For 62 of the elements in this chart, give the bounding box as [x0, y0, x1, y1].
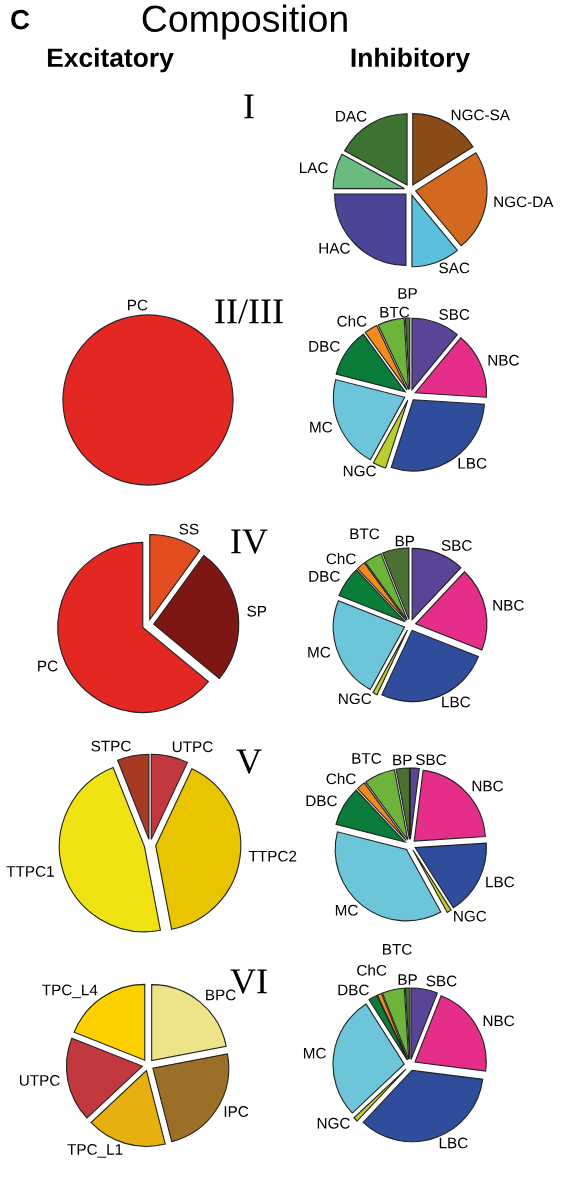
slice-label: DAC — [336, 110, 367, 122]
slice-label: MC — [308, 646, 331, 658]
slice-label: NBC — [488, 354, 519, 366]
slice-label: BTC — [383, 943, 412, 955]
slice-label: BP — [393, 754, 412, 766]
slice-label: NGC-DA — [494, 196, 554, 208]
slice-label: DBC — [309, 340, 340, 352]
slice-label: SBC — [441, 540, 472, 551]
text: Inhibitory — [351, 47, 470, 73]
slice-label: BTC — [380, 306, 410, 318]
slice-label: NGC — [317, 1117, 350, 1129]
slice-label: MC — [335, 904, 358, 916]
slice-label: PC — [128, 299, 148, 311]
slice-label: BP — [398, 288, 417, 299]
slice-label: STPC — [91, 740, 131, 752]
slice-label: ChC — [337, 315, 367, 327]
slice-label: NGC-SA — [451, 109, 510, 121]
slice-label: IPC — [224, 1106, 249, 1117]
chart-title: II/III — [215, 299, 283, 324]
chart-title: V — [236, 749, 262, 774]
slice-label: DBC — [338, 984, 369, 996]
slice-label: NBC — [493, 599, 524, 611]
slice-label: PC — [38, 660, 58, 672]
slice-label: ChC — [326, 773, 356, 785]
slice-label: UTPC — [172, 741, 213, 753]
slice-label: TPC_L1 — [67, 1143, 123, 1158]
slice-label: MC — [310, 421, 333, 433]
slice-label: UTPC — [19, 1075, 60, 1086]
slice-label: NBC — [472, 780, 504, 792]
slice-label: LBC — [486, 876, 515, 888]
slice-label: BTC — [350, 528, 380, 540]
slice-label: NGC — [339, 693, 372, 705]
text: C — [11, 9, 30, 30]
slice-label: TTPC1 — [6, 866, 54, 877]
slice-label: TPC_L4 — [42, 984, 98, 999]
slice-label: LAC — [300, 162, 328, 174]
slice-label: DBC — [309, 570, 340, 582]
text: Excitatory — [47, 47, 174, 73]
chart-title: I — [244, 94, 254, 119]
slice-label: SAC — [439, 262, 470, 274]
slice-label: NGC — [343, 465, 376, 477]
slice-label: MC — [303, 1047, 326, 1059]
text: Composition — [142, 4, 347, 40]
slice-label: LBC — [439, 1137, 468, 1149]
slice-label: SBC — [426, 975, 457, 987]
slice-label: TTPC2 — [248, 850, 297, 862]
slice-label: SBC — [415, 754, 447, 766]
slice-label: SS — [179, 523, 199, 535]
slice-label: ChC — [357, 964, 387, 976]
slice-label: SP — [247, 605, 267, 617]
slice-label: LBC — [458, 457, 487, 469]
slice-label: DBC — [306, 795, 337, 807]
slice-label: BTC — [352, 752, 382, 764]
chart-title: IV — [231, 529, 268, 554]
slice-label: BP — [398, 974, 417, 985]
slice-label: BP — [395, 535, 415, 547]
slice-label: SBC — [439, 309, 470, 320]
slice-label: NGC — [454, 910, 487, 922]
slice-label: HAC — [319, 242, 350, 254]
slice-label: ChC — [326, 553, 356, 565]
slice-label: NBC — [483, 1015, 515, 1027]
slice-label: LBC — [442, 696, 471, 708]
